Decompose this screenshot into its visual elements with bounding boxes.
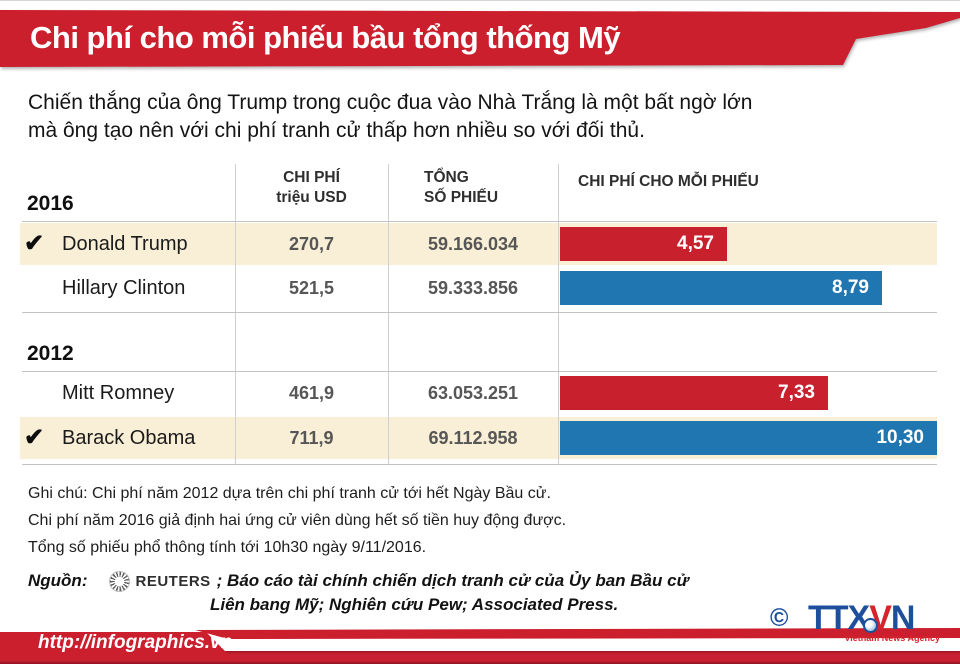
column-header-votes: TỔNG SỐ PHIẾU [424,168,498,208]
total-votes-value: 59.333.856 [427,278,519,298]
footnote-line-2: Chi phí năm 2016 giả định hai ứng cử viê… [28,512,567,529]
intro-paragraph: Chiến thắng của ông Trump trong cuộc đua… [28,89,752,145]
ttxvn-subtitle: Vietnam News Agency [844,633,940,643]
column-header-votes-line1: TỔNG [424,169,469,186]
ttxvn-logo-n: N [890,599,916,637]
table-row-romney: Mitt Romney 461,9 63.053.251 7,33 [20,372,937,414]
globe-icon [863,618,878,633]
candidate-name: Donald Trump [62,233,188,255]
cost-per-vote-bar: 8,79 [560,271,882,305]
section-year-2012: 2012 [27,342,74,365]
column-header-cost: CHI PHÍ triệu USD [235,168,388,208]
column-header-cost-line2: triệu USD [276,189,347,206]
source-text-1: ; Báo cáo tài chính chiến dịch tranh cử … [216,571,689,590]
footer-url: http://infographics.vn [38,632,233,653]
table-rule [22,312,937,313]
footnotes: Ghi chú: Chi phí năm 2012 dựa trên chi p… [28,480,566,561]
winner-check-icon: ✔ [24,230,45,257]
candidate-name: Hillary Clinton [62,277,186,299]
section-year-2016: 2016 [27,192,74,215]
table-row-trump: ✔ Donald Trump 270,7 59.166.034 4,57 [20,223,937,265]
source-label: Nguồn: [28,571,88,590]
reuters-logo-icon [109,570,131,592]
ttxvn-logo: TTXVN [808,599,916,638]
footnote-line-1: Ghi chú: Chi phí năm 2012 dựa trên chi p… [28,485,551,502]
candidate-name: Mitt Romney [62,382,175,404]
cost-per-vote-bar: 4,57 [560,227,727,261]
footnote-line-3: Tổng số phiếu phổ thông tính tới 10h30 n… [28,539,427,556]
campaign-cost-value: 711,9 [289,428,334,448]
table-rule [22,371,937,372]
table-rule [22,221,937,222]
table-row-clinton: Hillary Clinton 521,5 59.333.856 8,79 [20,267,937,309]
bar-value-label: 7,33 [778,382,815,403]
bar-value-label: 8,79 [832,277,869,298]
page-title: Chi phí cho mỗi phiếu bầu tổng thống Mỹ [30,20,621,55]
cost-per-vote-bar: 10,30 [560,421,937,455]
total-votes-value: 69.112.958 [428,428,518,448]
campaign-cost-value: 461,9 [288,383,335,403]
header-ribbon [0,10,960,67]
table-rule [22,464,937,465]
column-header-votes-line2: SỐ PHIẾU [424,189,499,206]
ttxvn-logo-ttx: TTX [808,599,870,637]
source-line-1: Nguồn: REUTERS ; Báo cáo tài chính chiến… [28,569,689,593]
column-header-cost-line1: CHI PHÍ [283,169,340,186]
column-divider [558,164,559,464]
footer-ribbon [0,628,960,664]
intro-line-2: mà ông tạo nên với chi phí tranh cử thấp… [28,119,645,142]
campaign-cost-value: 270,7 [288,234,335,254]
column-divider [235,164,236,464]
reuters-wordmark: REUTERS [135,572,211,590]
bar-value-label: 10,30 [876,427,924,448]
column-header-cost-per-vote: CHI PHÍ CHO MỖI PHIẾU [578,173,759,190]
total-votes-value: 59.166.034 [427,234,519,254]
intro-line-1: Chiến thắng của ông Trump trong cuộc đua… [28,91,753,114]
candidate-name: Barack Obama [62,427,196,449]
winner-check-icon: ✔ [24,424,45,451]
cost-per-vote-bar: 7,33 [560,376,828,410]
copyright-icon: © [770,604,789,632]
column-divider [388,164,389,464]
bar-value-label: 4,57 [677,233,714,254]
total-votes-value: 63.053.251 [427,383,519,403]
source-line-2: Liên bang Mỹ; Nghiên cứu Pew; Associated… [210,595,619,614]
table-row-obama: ✔ Barack Obama 711,9 69.112.958 10,30 [20,417,937,459]
campaign-cost-value: 521,5 [288,278,335,298]
